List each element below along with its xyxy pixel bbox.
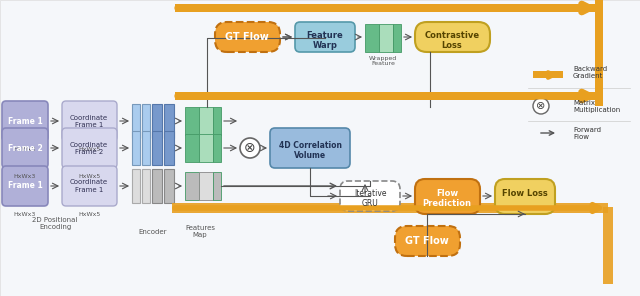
Bar: [158, 196, 630, 294]
FancyBboxPatch shape: [2, 101, 48, 141]
Text: Encoder: Encoder: [139, 229, 167, 235]
Circle shape: [240, 138, 260, 158]
Text: GRU: GRU: [362, 200, 378, 208]
Text: HxWx5: HxWx5: [78, 173, 100, 178]
Text: Forward
Flow: Forward Flow: [573, 126, 601, 139]
Text: Backward
Gradient: Backward Gradient: [573, 65, 607, 78]
Bar: [142, 169, 150, 203]
Text: Iterative: Iterative: [354, 189, 387, 199]
Bar: [213, 134, 221, 162]
Text: ⊗: ⊗: [244, 141, 256, 155]
Bar: [152, 104, 162, 138]
Text: Frame 2: Frame 2: [8, 144, 42, 152]
Bar: [142, 131, 150, 165]
FancyBboxPatch shape: [2, 166, 48, 206]
Text: Feature: Feature: [307, 30, 344, 39]
Bar: [533, 71, 563, 78]
Text: Coordinate
Frame 2: Coordinate Frame 2: [70, 141, 108, 155]
FancyBboxPatch shape: [495, 179, 555, 214]
Bar: [213, 172, 221, 200]
Bar: [164, 169, 174, 203]
Bar: [164, 131, 174, 165]
Bar: [393, 24, 401, 52]
Bar: [172, 203, 608, 213]
FancyBboxPatch shape: [62, 166, 117, 206]
Bar: [142, 104, 150, 138]
Bar: [132, 169, 140, 203]
FancyBboxPatch shape: [215, 22, 280, 52]
FancyBboxPatch shape: [62, 101, 117, 141]
Bar: [185, 134, 199, 162]
Text: Volume: Volume: [294, 150, 326, 160]
Text: Matrix
Multiplication: Matrix Multiplication: [573, 99, 620, 112]
FancyBboxPatch shape: [415, 22, 490, 52]
Bar: [595, 16, 603, 106]
FancyBboxPatch shape: [415, 179, 480, 214]
Text: Coordinate
Frame 1: Coordinate Frame 1: [70, 179, 108, 192]
Text: HxWx3: HxWx3: [14, 147, 36, 152]
FancyBboxPatch shape: [295, 22, 355, 52]
Bar: [603, 207, 613, 284]
Text: Flow Loss: Flow Loss: [502, 189, 548, 199]
Bar: [199, 134, 213, 162]
FancyBboxPatch shape: [2, 128, 48, 168]
Text: Flow: Flow: [436, 189, 458, 199]
Circle shape: [533, 98, 549, 114]
Text: Contrastive: Contrastive: [424, 30, 479, 39]
Bar: [132, 104, 140, 138]
Bar: [164, 104, 174, 138]
FancyBboxPatch shape: [62, 128, 117, 168]
Bar: [379, 24, 393, 52]
Text: HxWx5: HxWx5: [78, 147, 100, 152]
FancyBboxPatch shape: [395, 226, 460, 256]
Text: Frame 1: Frame 1: [8, 117, 42, 126]
Text: Loss: Loss: [442, 41, 462, 49]
Text: Coordinate
Frame 1: Coordinate Frame 1: [70, 115, 108, 128]
Bar: [213, 107, 221, 135]
Bar: [185, 172, 199, 200]
Text: 4D Correlation: 4D Correlation: [278, 141, 342, 149]
Bar: [175, 4, 600, 12]
Text: ⊗: ⊗: [536, 101, 546, 111]
Bar: [185, 107, 199, 135]
Bar: [199, 172, 213, 200]
Bar: [152, 131, 162, 165]
Text: Warp: Warp: [312, 41, 337, 49]
Bar: [199, 107, 213, 135]
Text: 2D Positional
Encoding: 2D Positional Encoding: [32, 218, 77, 231]
Text: Wrapped: Wrapped: [369, 56, 397, 60]
Text: Frame 1: Frame 1: [8, 181, 42, 191]
Text: HxWx3: HxWx3: [14, 212, 36, 216]
Text: Features
Map: Features Map: [185, 226, 215, 239]
Text: GT Flow: GT Flow: [225, 32, 269, 42]
Bar: [152, 169, 162, 203]
Text: Feature: Feature: [371, 60, 395, 65]
Bar: [175, 92, 600, 100]
Text: HxWx3: HxWx3: [14, 173, 36, 178]
Text: GT Flow: GT Flow: [405, 236, 449, 246]
Bar: [365, 24, 379, 52]
Text: HxWx5: HxWx5: [78, 212, 100, 216]
FancyBboxPatch shape: [270, 128, 350, 168]
Bar: [595, 0, 603, 18]
FancyBboxPatch shape: [340, 181, 400, 211]
Bar: [132, 131, 140, 165]
Text: Prediction: Prediction: [422, 200, 472, 208]
